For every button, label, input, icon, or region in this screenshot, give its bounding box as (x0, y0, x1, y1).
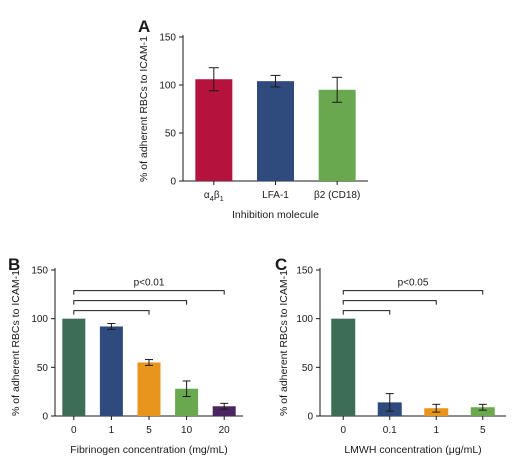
bar-b-3 (175, 388, 199, 416)
y-tick-label: 50 (37, 363, 49, 374)
x-tick-label: 10 (181, 425, 193, 436)
panel-letter: A (138, 17, 150, 36)
bar-a-1 (257, 81, 294, 181)
y-axis-label: % of adherent RBCs to ICAM-1 (138, 36, 150, 182)
x-tick-label: 1 (433, 425, 439, 436)
y-tick-label: 0 (170, 177, 176, 188)
significance-bracket (342, 300, 437, 305)
y-tick-label: 100 (159, 81, 176, 92)
bar-a-0 (195, 79, 233, 181)
x-tick-label: β2 (CD18) (314, 190, 360, 201)
y-tick-label: 100 (31, 314, 48, 325)
x-tick-label: 1 (109, 425, 115, 436)
y-tick-label: 150 (159, 33, 176, 44)
significance-bracket (342, 290, 484, 295)
x-tick-label: 5 (480, 425, 486, 436)
panel-b: B 0 50 100 150 0 1 5 10 20 Fibrinogen concentratio… (8, 255, 243, 456)
bar-b-0 (62, 318, 86, 416)
significance-bracket (73, 290, 225, 295)
significance-bracket (73, 300, 188, 305)
bar-c-3 (470, 407, 495, 416)
y-tick-label: 100 (296, 314, 313, 325)
panel-a: A 0 50 100 150 α4β1 LFA-1 β2 (CD18) Inhibition m… (138, 17, 368, 221)
x-tick-label: 0 (71, 425, 77, 436)
y-tick-label: 0 (307, 412, 313, 423)
x-tick-label: 0 (340, 425, 346, 436)
bar-b-4 (212, 406, 236, 416)
y-tick-label: 0 (42, 412, 48, 423)
bar-b-1 (99, 326, 123, 416)
panel-letter: C (275, 255, 287, 274)
bar-b-2 (137, 362, 161, 416)
panel-c: C 0 50 100 150 0 0.1 1 5 LMWH concentration (μg/m… (275, 255, 506, 456)
y-tick-label: 50 (302, 363, 314, 374)
x-tick-label: 20 (219, 425, 231, 436)
significance-label: p<0.01 (134, 278, 165, 289)
x-axis-label: Inhibition molecule (232, 209, 319, 221)
significance-label: p<0.05 (398, 278, 429, 289)
panel-letter: B (8, 255, 20, 274)
x-tick-label: LFA-1 (262, 190, 289, 201)
significance-bracket (73, 310, 150, 315)
y-tick-label: 50 (165, 129, 177, 140)
x-tick-label: 5 (146, 425, 152, 436)
x-axis-label: LMWH concentration (μg/mL) (344, 444, 481, 456)
x-axis-label: Fibrinogen concentration (mg/mL) (70, 444, 228, 456)
significance-bracket (342, 310, 391, 315)
y-tick-label: 150 (296, 266, 313, 277)
y-axis-label: % of adherent RBCs to ICAM-1 (278, 270, 290, 416)
bar-a-2 (318, 89, 356, 181)
y-axis-label: % of adherent RBCs to ICAM-1 (10, 270, 22, 416)
x-tick-label: α4β1 (204, 190, 224, 203)
bar-c-0 (331, 318, 356, 416)
y-tick-label: 150 (31, 266, 48, 277)
x-tick-label: 0.1 (383, 425, 397, 436)
